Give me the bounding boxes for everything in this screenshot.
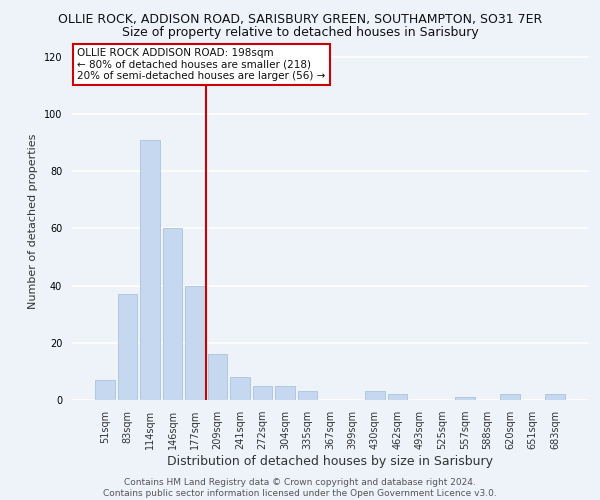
Bar (163, 228, 182, 400)
Bar (275, 386, 295, 400)
Bar (365, 392, 385, 400)
Bar (140, 140, 160, 400)
Bar (208, 354, 227, 400)
Bar (118, 294, 137, 400)
Bar (230, 377, 250, 400)
Text: OLLIE ROCK ADDISON ROAD: 198sqm
← 80% of detached houses are smaller (218)
20% o: OLLIE ROCK ADDISON ROAD: 198sqm ← 80% of… (77, 48, 326, 81)
Bar (500, 394, 520, 400)
Y-axis label: Number of detached properties: Number of detached properties (28, 134, 38, 309)
Bar (388, 394, 407, 400)
Bar (95, 380, 115, 400)
X-axis label: Distribution of detached houses by size in Sarisbury: Distribution of detached houses by size … (167, 455, 493, 468)
Bar (298, 392, 317, 400)
Bar (185, 286, 205, 400)
Bar (455, 397, 475, 400)
Text: Contains HM Land Registry data © Crown copyright and database right 2024.
Contai: Contains HM Land Registry data © Crown c… (103, 478, 497, 498)
Text: OLLIE ROCK, ADDISON ROAD, SARISBURY GREEN, SOUTHAMPTON, SO31 7ER: OLLIE ROCK, ADDISON ROAD, SARISBURY GREE… (58, 12, 542, 26)
Bar (253, 386, 272, 400)
Text: Size of property relative to detached houses in Sarisbury: Size of property relative to detached ho… (122, 26, 478, 39)
Bar (545, 394, 565, 400)
